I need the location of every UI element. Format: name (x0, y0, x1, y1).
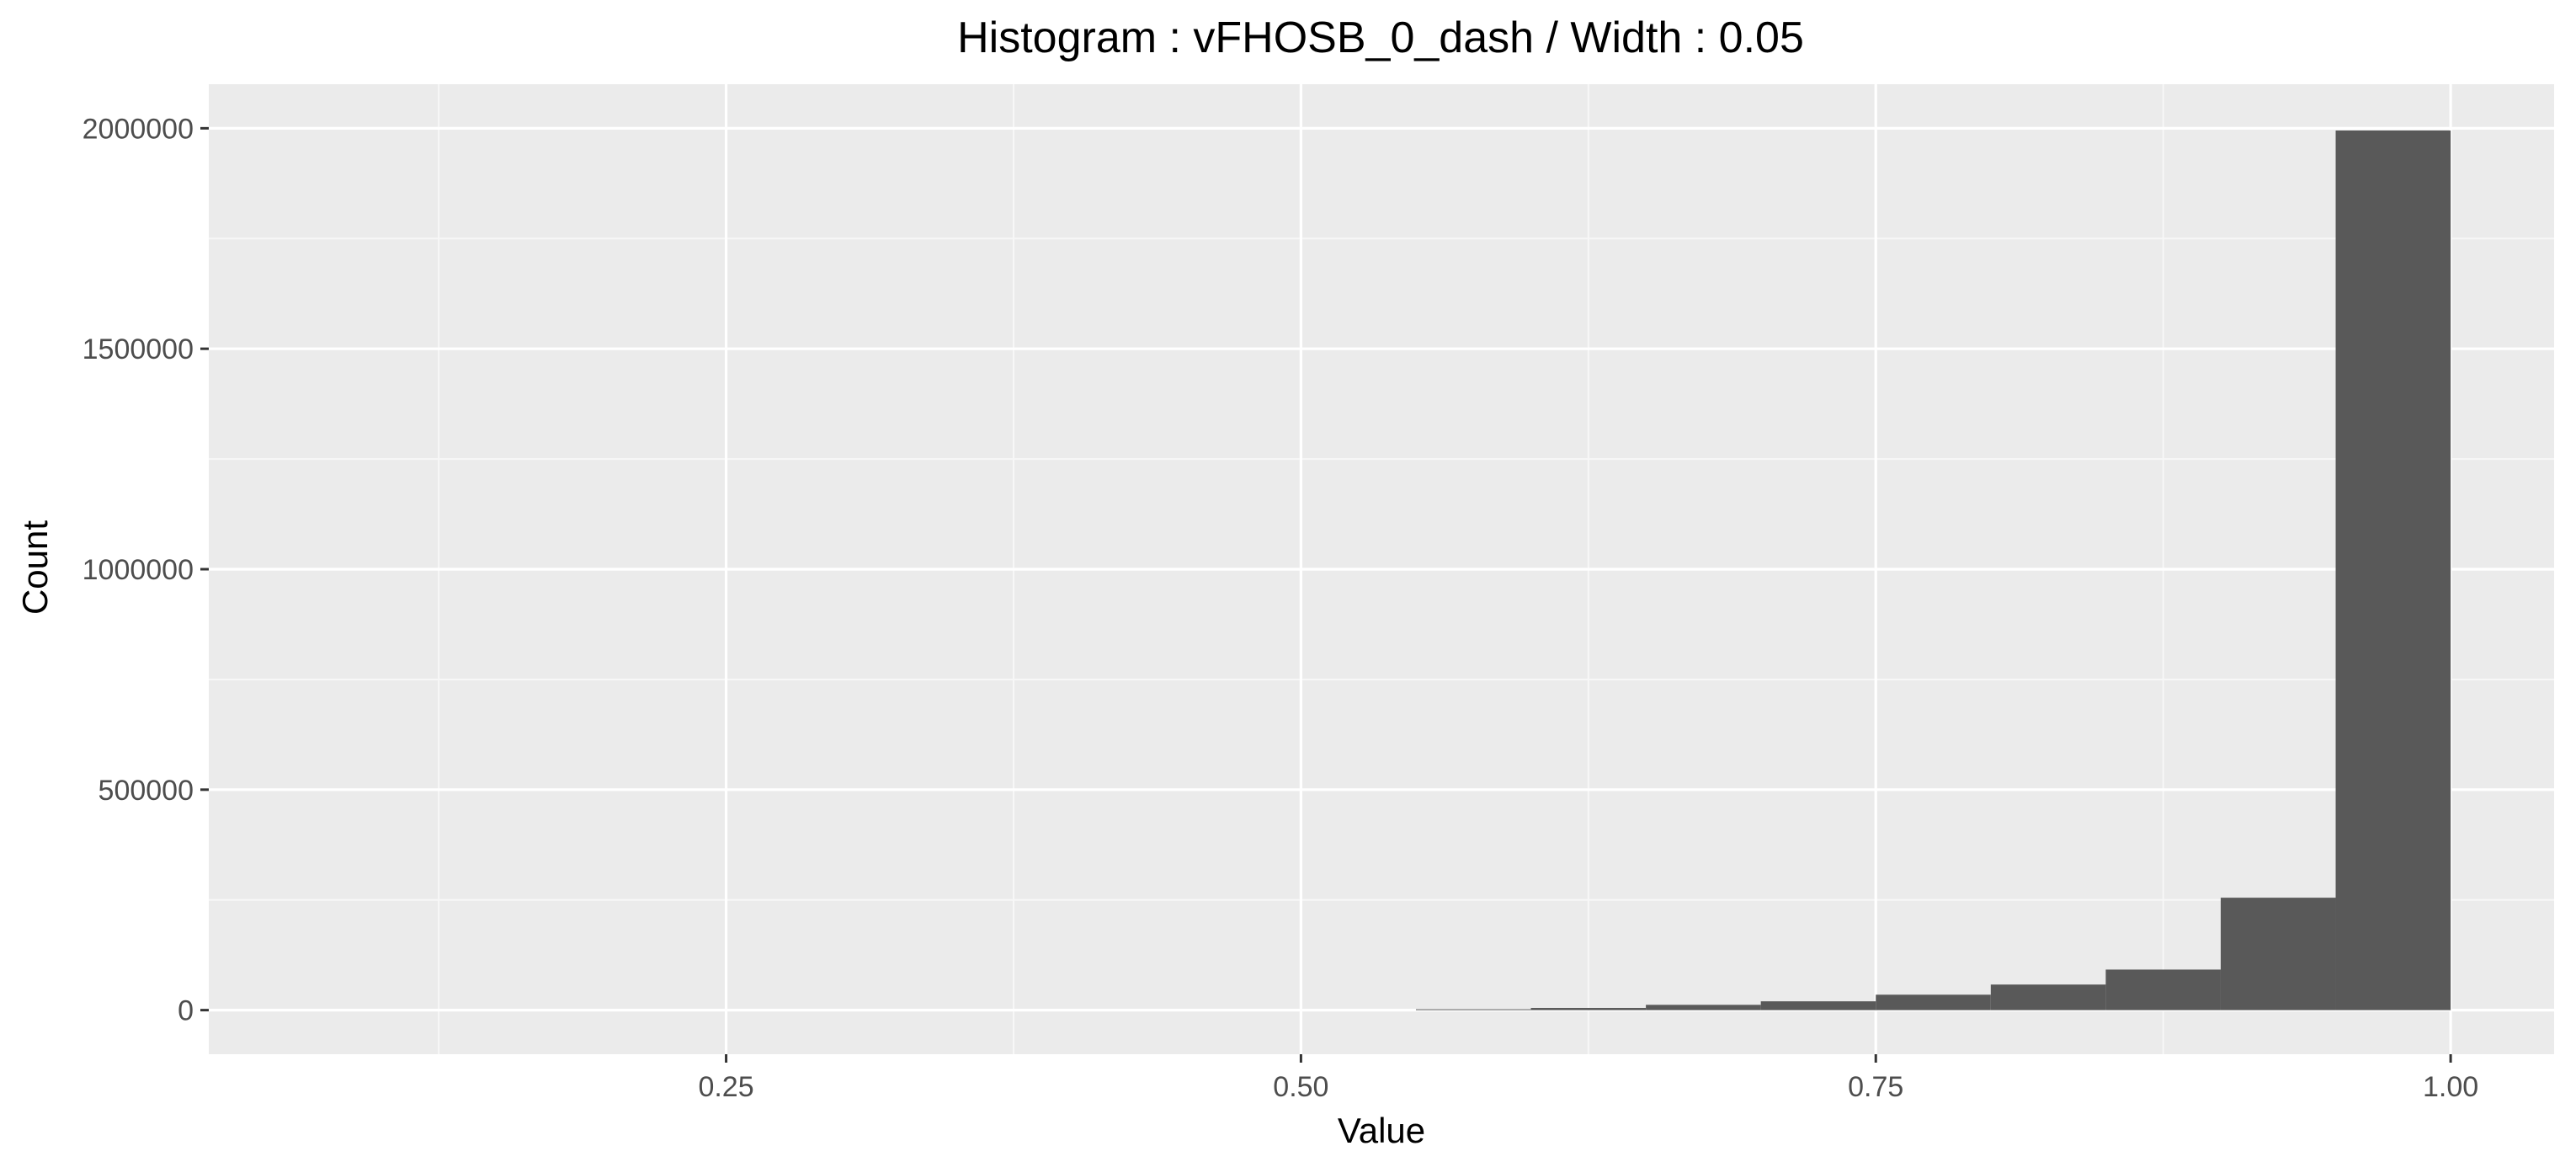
histogram-bar (2220, 898, 2336, 1010)
histogram-bar (2105, 969, 2221, 1010)
y-tick-label: 500000 (98, 775, 194, 807)
histogram-bar (1646, 1005, 1761, 1010)
y-tick-label: 2000000 (82, 113, 194, 145)
histogram-bar (1990, 984, 2106, 1010)
histogram-bar (1760, 1001, 1876, 1010)
x-axis: 0.25 0.50 0.75 1.00 (698, 1054, 2478, 1103)
y-tick-label: 1000000 (82, 554, 194, 586)
chart-title: Histogram : vFHOSB_0_dash / Width : 0.05 (957, 13, 1804, 62)
x-tick-label: 0.75 (1848, 1071, 1903, 1103)
y-tick-label: 1500000 (82, 333, 194, 365)
histogram-bar (1876, 994, 1991, 1010)
x-tick-label: 1.00 (2423, 1071, 2478, 1103)
y-axis-title: Count (15, 520, 55, 615)
y-tick-label: 0 (178, 995, 194, 1027)
x-axis-title: Value (1338, 1111, 1425, 1150)
x-tick-label: 0.50 (1273, 1071, 1328, 1103)
major-gridlines (209, 84, 2554, 1054)
x-tick-label: 0.25 (698, 1071, 753, 1103)
histogram-bar (2335, 130, 2451, 1010)
histogram-bars (1415, 130, 2451, 1010)
histogram-bar (1530, 1008, 1647, 1010)
y-axis: 0 500000 1000000 1500000 2000000 (82, 113, 209, 1027)
